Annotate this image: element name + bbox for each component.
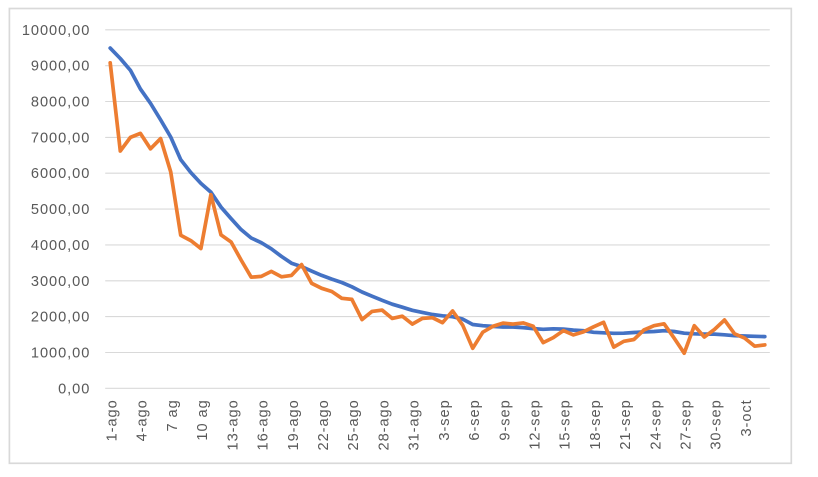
svg-text:0,00: 0,00	[58, 381, 90, 397]
svg-text:27-sep: 27-sep	[679, 399, 695, 449]
svg-text:2000,00: 2000,00	[31, 310, 90, 326]
svg-text:24-sep: 24-sep	[648, 399, 664, 449]
svg-text:7000,00: 7000,00	[31, 130, 90, 146]
svg-text:6-sep: 6-sep	[467, 399, 483, 440]
svg-text:3-sep: 3-sep	[437, 399, 453, 440]
svg-text:1000,00: 1000,00	[31, 346, 90, 362]
svg-text:30-sep: 30-sep	[709, 399, 725, 449]
svg-text:31-ago: 31-ago	[407, 399, 423, 450]
svg-text:7 ag: 7 ag	[165, 399, 181, 431]
svg-text:9-sep: 9-sep	[497, 399, 513, 440]
svg-text:10 ag: 10 ag	[195, 399, 211, 440]
svg-text:8000,00: 8000,00	[31, 95, 90, 111]
svg-text:22-ago: 22-ago	[316, 399, 332, 450]
svg-text:25-ago: 25-ago	[346, 399, 362, 450]
svg-text:18-sep: 18-sep	[588, 399, 604, 449]
svg-text:4-ago: 4-ago	[135, 399, 151, 441]
svg-text:3-oct: 3-oct	[739, 399, 755, 436]
svg-text:19-ago: 19-ago	[286, 399, 302, 450]
svg-text:12-sep: 12-sep	[528, 399, 544, 449]
svg-text:1-ago: 1-ago	[104, 399, 120, 441]
svg-text:13-ago: 13-ago	[225, 399, 241, 450]
svg-text:21-sep: 21-sep	[618, 399, 634, 449]
svg-text:10000,00: 10000,00	[22, 23, 90, 39]
svg-text:15-sep: 15-sep	[558, 399, 574, 449]
svg-text:28-ago: 28-ago	[376, 399, 392, 450]
svg-text:5000,00: 5000,00	[31, 202, 90, 218]
svg-text:16-ago: 16-ago	[256, 399, 272, 450]
svg-text:9000,00: 9000,00	[31, 59, 90, 75]
svg-text:6000,00: 6000,00	[31, 166, 90, 182]
svg-text:3000,00: 3000,00	[31, 274, 90, 290]
svg-text:4000,00: 4000,00	[31, 238, 90, 254]
